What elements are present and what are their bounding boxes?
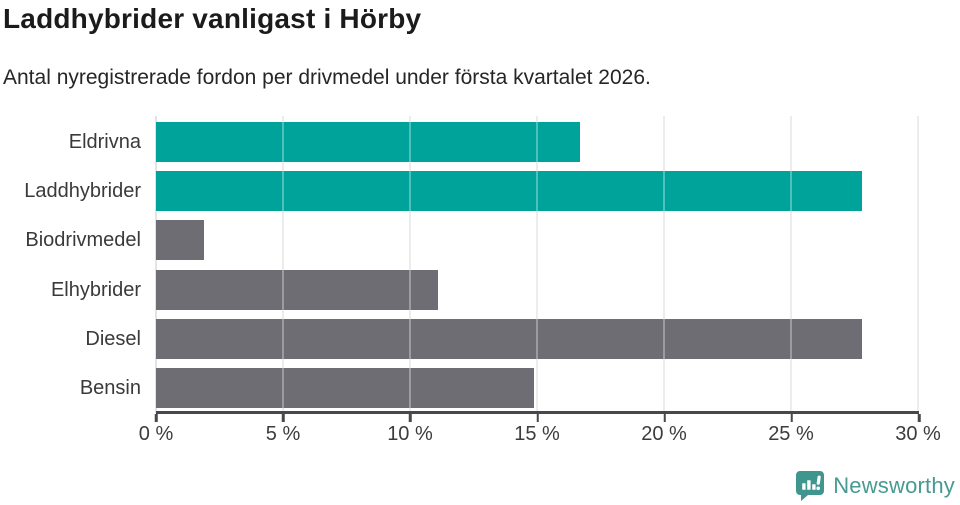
bar-track (156, 269, 918, 310)
brand-footer: Newsworthy (795, 469, 955, 502)
x-axis-tick (917, 414, 921, 422)
x-axis-tick-label: 25 % (768, 423, 814, 445)
bar-row: Elhybrider (0, 265, 960, 314)
bar-row: Laddhybrider (0, 166, 960, 215)
x-axis-tick (790, 414, 794, 422)
value-bar (156, 269, 438, 310)
chart-subtitle: Antal nyregistrerade fordon per drivmede… (3, 66, 651, 89)
x-axis-tick-label: 5 % (265, 423, 301, 445)
bar-row: Biodrivmedel (0, 216, 960, 265)
page-title: Laddhybrider vanligast i Hörby (3, 3, 422, 34)
x-axis-tick (663, 414, 666, 422)
category-label: Bensin (79, 377, 141, 400)
brand-name: Newsworthy (833, 472, 955, 498)
x-axis-tick-label: 15 % (514, 423, 560, 445)
bar-track (156, 220, 918, 261)
category-label: Biodrivmedel (25, 229, 141, 252)
x-axis-tick-label: 30 % (895, 423, 941, 445)
bar-row: Diesel (0, 314, 960, 363)
newsworthy-logo-icon (796, 470, 825, 501)
bar-track (156, 170, 918, 211)
x-axis-tick (281, 414, 285, 422)
x-axis-tick (409, 414, 412, 422)
value-bar (156, 220, 205, 261)
value-bar (156, 318, 863, 359)
x-axis-tick (154, 414, 158, 422)
value-bar (156, 170, 863, 211)
bar-track (156, 368, 918, 409)
category-label: Diesel (85, 327, 141, 350)
x-axis-tick-label: 10 % (387, 423, 433, 445)
category-label: Eldrivna (68, 130, 141, 153)
value-bar (156, 368, 535, 409)
x-axis-line (154, 411, 921, 422)
x-axis-tick-labels: 0 % 5 % 10 % 15 % 20 % 25 % 30 % (139, 423, 941, 447)
x-axis-tick-label: 20 % (641, 423, 687, 445)
bar-rows: Eldrivna Laddhybrider Biodrivmedel Elhyb… (0, 117, 960, 413)
x-axis-tick-label: 0 % (138, 423, 174, 445)
category-label: Laddhybrider (24, 179, 141, 202)
category-label: Elhybrider (50, 278, 141, 301)
x-axis-tick (536, 414, 539, 422)
bar-track (156, 121, 918, 162)
value-bar (156, 121, 581, 162)
bar-row: Bensin (0, 364, 960, 413)
bar-track (156, 318, 918, 359)
bar-row: Eldrivna (0, 117, 960, 166)
